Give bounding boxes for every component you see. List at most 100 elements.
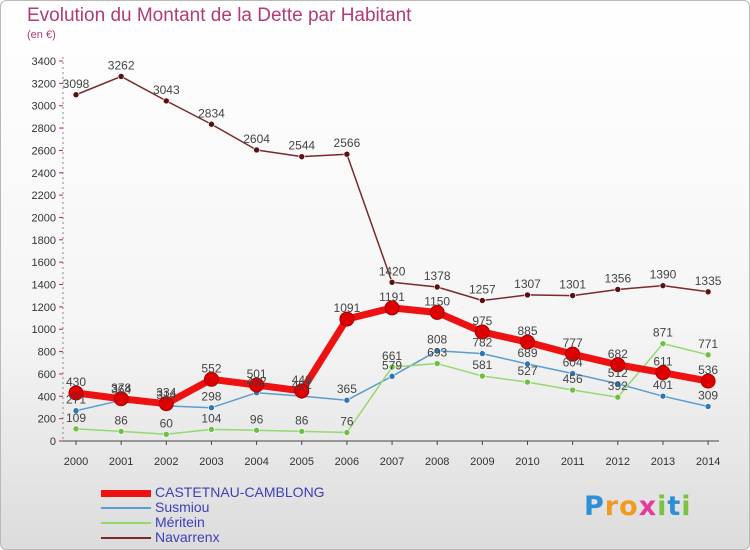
data-label-m-ritein: 581 xyxy=(472,358,492,372)
y-tick-label: 2000 xyxy=(32,212,56,224)
data-label-susmiou: 364 xyxy=(111,382,131,396)
data-label-navarrenx: 1356 xyxy=(604,271,631,285)
data-label-castetnau-camblong: 378 xyxy=(111,381,131,395)
x-tick-label: 2014 xyxy=(696,456,720,468)
y-tick-label: 1000 xyxy=(32,324,56,336)
data-point-navarrenx xyxy=(524,291,531,299)
data-label-castetnau-camblong: 552 xyxy=(201,361,221,375)
x-tick-label: 2008 xyxy=(425,456,449,468)
data-point-navarrenx xyxy=(614,286,622,293)
legend-label: Navarrenx xyxy=(155,529,220,545)
data-point-susmiou xyxy=(659,392,667,400)
data-point-navarrenx xyxy=(704,288,712,296)
data-point-susmiou xyxy=(388,372,396,380)
logo-letter: x xyxy=(638,491,658,522)
x-tick-label: 2006 xyxy=(335,456,359,468)
data-point-m-ritein xyxy=(117,428,125,435)
y-tick-label: 3200 xyxy=(32,78,56,90)
data-label-susmiou: 512 xyxy=(608,366,628,380)
x-tick-label: 2002 xyxy=(154,456,178,468)
x-tick-label: 2009 xyxy=(470,456,494,468)
data-point-navarrenx xyxy=(343,150,351,158)
data-label-navarrenx: 2834 xyxy=(198,106,225,120)
data-label-m-ritein: 96 xyxy=(250,412,264,426)
data-label-navarrenx: 1307 xyxy=(514,277,541,291)
data-point-navarrenx xyxy=(253,146,260,154)
data-label-navarrenx: 2566 xyxy=(334,136,361,150)
data-point-susmiou xyxy=(479,350,486,357)
data-point-castetnau-camblong xyxy=(68,385,84,401)
data-label-susmiou: 298 xyxy=(201,390,221,404)
data-point-susmiou xyxy=(614,380,622,388)
legend-label: Méritein xyxy=(155,514,205,530)
data-point-m-ritein xyxy=(343,429,351,436)
data-label-m-ritein: 456 xyxy=(563,372,583,386)
x-tick-label: 2003 xyxy=(199,456,223,468)
chart-subtitle: (en €) xyxy=(27,29,56,41)
y-tick-label: 1200 xyxy=(32,302,56,314)
data-point-castetnau-camblong xyxy=(249,377,265,393)
data-point-m-ritein xyxy=(614,393,622,401)
y-tick-label: 600 xyxy=(38,369,56,381)
proxiti-logo: Proxiti xyxy=(584,491,692,522)
data-point-m-ritein xyxy=(479,372,486,380)
data-label-castetnau-camblong: 1091 xyxy=(334,301,361,315)
data-point-susmiou xyxy=(433,347,441,354)
data-point-navarrenx xyxy=(659,282,667,289)
data-label-navarrenx: 1420 xyxy=(379,264,406,278)
data-label-castetnau-camblong: 1150 xyxy=(424,294,450,308)
data-point-castetnau-camblong xyxy=(565,346,581,362)
data-label-navarrenx: 1301 xyxy=(559,278,586,292)
x-tick-label: 2005 xyxy=(290,456,314,468)
y-tick-label: 0 xyxy=(50,436,56,448)
data-label-m-ritein: 76 xyxy=(340,415,354,429)
data-label-navarrenx: 1378 xyxy=(424,269,451,283)
data-point-navarrenx xyxy=(388,278,396,286)
data-label-m-ritein: 60 xyxy=(160,416,174,430)
legend-swatch xyxy=(101,507,151,509)
data-point-susmiou xyxy=(524,360,531,368)
data-point-navarrenx xyxy=(298,153,306,160)
legend-swatch xyxy=(101,522,151,524)
logo-letter: i xyxy=(681,491,692,522)
logo-letter: t xyxy=(667,491,682,522)
data-label-navarrenx: 1390 xyxy=(650,268,677,282)
data-label-susmiou: 365 xyxy=(337,382,357,396)
data-label-m-ritein: 693 xyxy=(427,346,447,360)
logo-letter: i xyxy=(657,491,668,522)
data-point-castetnau-camblong xyxy=(158,396,174,412)
x-tick-label: 2000 xyxy=(64,456,88,468)
data-label-susmiou: 271 xyxy=(66,393,86,407)
data-label-castetnau-camblong: 501 xyxy=(247,367,267,381)
data-label-m-ritein: 104 xyxy=(201,411,221,425)
data-label-navarrenx: 3098 xyxy=(63,77,90,91)
data-point-m-ritein xyxy=(659,340,667,347)
data-point-castetnau-camblong xyxy=(339,311,355,327)
data-point-castetnau-camblong xyxy=(655,365,671,381)
y-tick-label: 2800 xyxy=(32,123,56,135)
x-tick-label: 2007 xyxy=(380,456,404,468)
data-label-navarrenx: 3262 xyxy=(108,58,135,72)
data-point-m-ritein xyxy=(524,378,531,386)
data-point-m-ritein xyxy=(704,351,712,359)
data-point-castetnau-camblong xyxy=(700,373,716,389)
legend-label: CASTETNAU-CAMBLONG xyxy=(155,484,325,500)
data-label-m-ritein: 527 xyxy=(517,364,537,378)
data-point-m-ritein xyxy=(298,428,306,435)
y-tick-label: 2600 xyxy=(32,145,56,157)
data-point-castetnau-camblong xyxy=(294,383,310,399)
data-point-m-ritein xyxy=(163,430,170,438)
y-tick-label: 1800 xyxy=(32,235,56,247)
data-label-susmiou: 309 xyxy=(698,388,718,402)
y-tick-label: 2400 xyxy=(32,168,56,180)
data-point-navarrenx xyxy=(163,97,170,105)
data-label-castetnau-camblong: 430 xyxy=(66,375,86,389)
x-tick-label: 2012 xyxy=(606,456,630,468)
data-point-susmiou xyxy=(72,407,80,415)
y-tick-label: 1600 xyxy=(32,257,56,269)
y-tick-label: 400 xyxy=(38,391,56,403)
y-tick-label: 2200 xyxy=(32,190,56,202)
data-point-castetnau-camblong xyxy=(384,300,400,316)
data-label-navarrenx: 3043 xyxy=(153,83,180,97)
data-label-castetnau-camblong: 682 xyxy=(608,347,628,361)
